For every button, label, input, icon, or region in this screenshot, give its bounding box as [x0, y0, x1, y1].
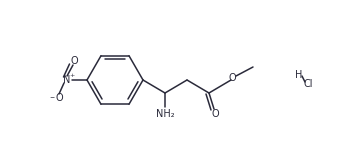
Text: N: N: [63, 75, 71, 85]
Text: O: O: [228, 73, 236, 83]
Text: O: O: [55, 93, 63, 103]
Text: NH₂: NH₂: [156, 109, 174, 119]
Text: O: O: [70, 56, 78, 66]
Text: H: H: [295, 70, 303, 80]
Text: Cl: Cl: [303, 79, 313, 89]
Text: −: −: [49, 95, 55, 99]
Text: O: O: [211, 109, 219, 119]
Text: +: +: [69, 73, 74, 78]
